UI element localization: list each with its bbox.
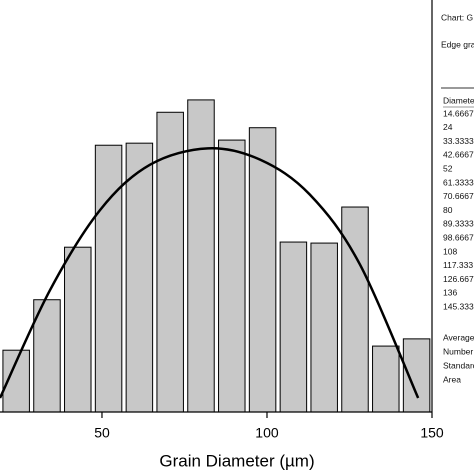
bar [310,242,338,413]
bar [156,111,184,413]
panel-diameter: 70.6667 [443,191,474,201]
panel-header: Diameter [443,95,474,105]
panel-diameter: 89.3333 [443,219,474,229]
bar [341,206,369,413]
bar [402,338,431,413]
panel-diameter: 33.3333 [443,136,474,146]
bar [248,127,277,413]
panel-diameter: 14.6667 [443,108,474,118]
panel-stat: Area [443,374,461,384]
panel-diameter: 136 [443,288,457,298]
bar [94,144,123,413]
panel-diameter: 42.6667 [443,150,474,160]
panel-diameter: 117.333 [443,260,473,270]
panel-diameter: 145.333 [443,301,474,311]
panel-stat: Number [443,346,473,356]
panel-edge: Edge gra [441,39,474,49]
bar [372,345,400,413]
panel-diameter: 126.667 [443,274,474,284]
bar [279,241,308,413]
x-axis-label: Grain Diameter (µm) [159,451,314,470]
bar [187,99,215,413]
panel-diameter: 52 [443,163,453,173]
x-tick-label: 50 [94,425,110,441]
panel-diameter: 24 [443,122,453,132]
panel-diameter: 108 [443,246,457,256]
bar [33,299,61,413]
x-tick-label: 100 [255,425,279,441]
panel-stat: Standard [443,360,474,370]
bar [125,142,154,413]
panel-diameter: 98.6667 [443,232,474,242]
panel-diameter: 61.3333 [443,177,474,187]
panel-chart: Chart: G [441,12,473,22]
panel-diameter: 80 [443,205,453,215]
fit-curve [0,146,420,399]
bar [218,139,246,413]
bar [64,246,92,413]
x-tick-label: 150 [420,425,444,441]
panel-stat: Average [443,332,474,342]
